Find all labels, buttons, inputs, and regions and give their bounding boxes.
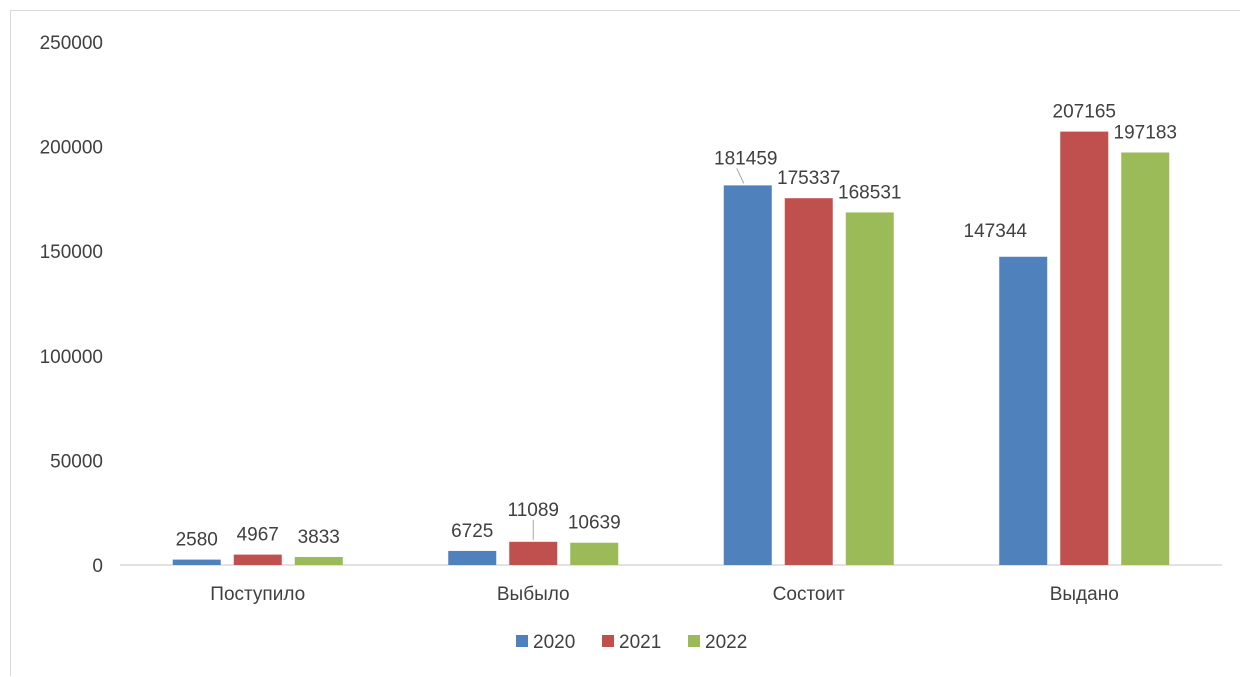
y-tick-label: 50000 <box>50 451 103 472</box>
chart-frame <box>10 10 1240 676</box>
legend-swatch <box>516 635 528 647</box>
y-tick-label: 200000 <box>40 138 103 159</box>
data-label: 181459 <box>714 148 777 169</box>
data-label: 4967 <box>237 525 279 546</box>
y-tick-label: 250000 <box>40 33 103 54</box>
legend-label: 2022 <box>705 632 747 653</box>
y-tick-label: 100000 <box>40 347 103 368</box>
legend-swatch <box>602 635 614 647</box>
category-label: Выдано <box>1050 584 1119 605</box>
category-label: Состоит <box>773 584 845 605</box>
bar <box>1060 131 1109 565</box>
bar <box>172 559 221 565</box>
data-label-leader <box>736 168 745 184</box>
data-label: 10639 <box>568 513 621 534</box>
data-label: 6725 <box>451 521 493 542</box>
bar <box>723 185 772 566</box>
legend-label: 2021 <box>619 632 661 653</box>
legend-swatch <box>688 635 700 647</box>
bar <box>999 256 1048 565</box>
data-label: 11089 <box>508 500 559 521</box>
data-label: 168531 <box>838 182 901 203</box>
bar <box>448 550 497 565</box>
category-label: Выбыло <box>497 584 570 605</box>
data-label: 147344 <box>964 221 1028 242</box>
category-label: Поступило <box>210 584 305 605</box>
legend-label: 2020 <box>533 632 575 653</box>
bar <box>294 556 343 565</box>
data-label: 2580 <box>176 530 218 551</box>
y-tick-label: 150000 <box>40 242 103 263</box>
bar <box>233 554 282 565</box>
data-label: 197183 <box>1114 122 1177 143</box>
bar <box>784 198 833 565</box>
y-tick-label: 0 <box>92 556 103 577</box>
bar <box>1121 152 1170 565</box>
data-label: 3833 <box>298 527 340 548</box>
bar <box>570 542 619 565</box>
data-label: 207165 <box>1053 102 1116 123</box>
bar <box>845 212 894 565</box>
data-label: 175337 <box>777 168 840 189</box>
bar <box>509 541 558 565</box>
